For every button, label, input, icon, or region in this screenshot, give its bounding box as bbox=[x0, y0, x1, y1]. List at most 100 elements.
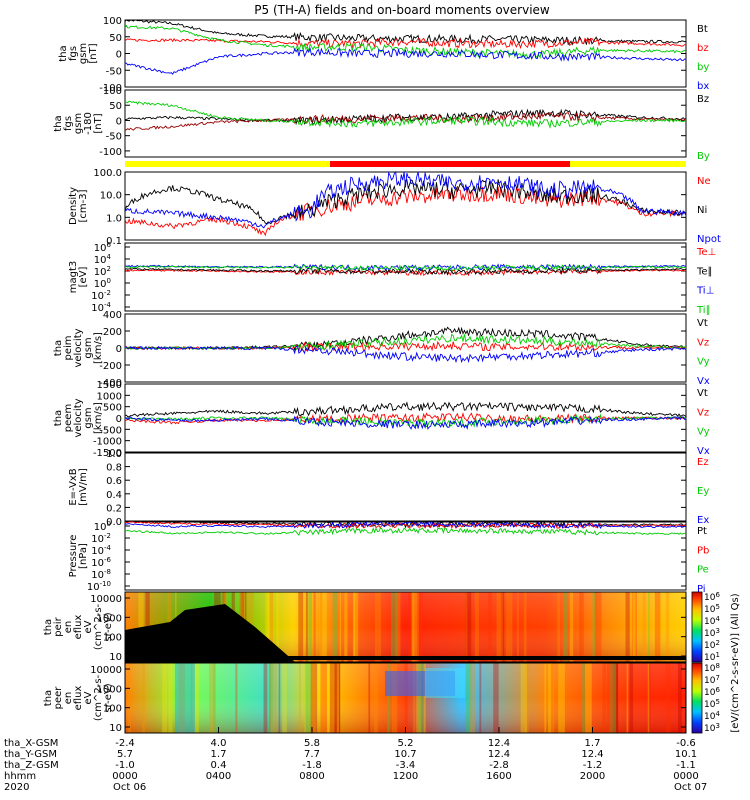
heatmap-stripe bbox=[496, 592, 503, 662]
y-axis-label: magt3 bbox=[68, 261, 79, 294]
colorbar-lower bbox=[691, 662, 703, 734]
heatmap-stripe bbox=[268, 592, 274, 662]
heatmap-stripe bbox=[417, 592, 423, 662]
heatmap-stripe bbox=[466, 592, 468, 662]
heatmap-stripe bbox=[374, 592, 382, 662]
heatmap-stripe bbox=[320, 663, 328, 733]
heatmap-stripe bbox=[162, 663, 168, 733]
x-tick-label: 0400 bbox=[206, 771, 231, 782]
heatmap-nodata-region bbox=[125, 604, 295, 662]
heatmap-stripe bbox=[594, 592, 602, 662]
y-tick-label: -100 bbox=[99, 83, 122, 94]
y-tick-label: 0 bbox=[116, 344, 122, 355]
y-axis-label: tha bbox=[53, 410, 64, 426]
y-axis-label: [nT] bbox=[93, 113, 104, 133]
x-tick-label: -2.4 bbox=[115, 738, 135, 749]
heatmap-stripe bbox=[418, 663, 425, 733]
y-axis-label: tha bbox=[58, 45, 69, 61]
heatmap-stripe bbox=[209, 663, 215, 733]
x-tick-label: 5.8 bbox=[304, 738, 320, 749]
heatmap-stripe bbox=[404, 663, 408, 733]
heatmap-stripe bbox=[493, 663, 499, 733]
panel-peim-velocity: 400 200 0 -200 -400 tha peim velocity gsm [km/s] V… bbox=[53, 310, 710, 389]
legend-Ti⊥: Ti⊥ bbox=[696, 286, 714, 297]
heatmap-stripe bbox=[465, 592, 472, 662]
series-line bbox=[124, 521, 687, 530]
series-line bbox=[124, 100, 687, 129]
y-axis-label: [km/s] bbox=[93, 402, 104, 434]
heatmap-stripe bbox=[334, 663, 341, 733]
x-row-label: tha_Z-GSM bbox=[4, 760, 59, 771]
y-tick-label: -50 bbox=[106, 66, 122, 77]
heatmap-stripe bbox=[625, 592, 630, 662]
series-line bbox=[124, 185, 687, 237]
x-tick-label: Oct 07 bbox=[674, 782, 707, 793]
y-axis-label: -180 bbox=[83, 112, 94, 135]
heatmap-stripe bbox=[282, 663, 287, 733]
y-tick-label: 10.0 bbox=[100, 191, 122, 202]
x-tick-label: -1.1 bbox=[676, 760, 696, 771]
legend-By: By bbox=[697, 151, 710, 162]
heatmap-stripe bbox=[410, 592, 415, 662]
heatmap-stripe bbox=[270, 663, 278, 733]
heatmap-stripe bbox=[298, 592, 304, 662]
colorbar-tick-label: 103 bbox=[704, 627, 720, 639]
heatmap-stripe bbox=[505, 592, 513, 662]
heatmap-stripe bbox=[612, 663, 619, 733]
series-line bbox=[124, 266, 687, 276]
series-line bbox=[124, 527, 687, 536]
legend-Bz: Bz bbox=[697, 94, 709, 105]
heatmap-stripe bbox=[665, 592, 670, 662]
x-tick-label: 12.4 bbox=[488, 749, 510, 760]
heatmap-stripe bbox=[336, 663, 340, 733]
x-tick-label: 4.0 bbox=[211, 738, 227, 749]
legend-Npot: Npot bbox=[697, 234, 721, 245]
x-tick-label: 1.7 bbox=[211, 749, 227, 760]
colorbar-upper bbox=[691, 591, 703, 663]
y-axis-label: gsm bbox=[78, 43, 89, 64]
y-tick-label: 0 bbox=[116, 414, 122, 425]
x-row-label: tha_Y-GSM bbox=[4, 749, 57, 760]
legend-Vt: Vt bbox=[697, 388, 708, 399]
legend-bx: bx bbox=[697, 81, 709, 92]
y-axis-label: fgs bbox=[63, 116, 74, 131]
series-line bbox=[124, 267, 687, 277]
heatmap-stripe bbox=[319, 592, 327, 662]
heatmap-stripe bbox=[194, 663, 199, 733]
y-tick-label: -1000 bbox=[93, 437, 122, 448]
series-line bbox=[124, 326, 687, 352]
heatmap-stripe bbox=[558, 663, 565, 733]
y-tick-label: 100 bbox=[103, 16, 122, 27]
y-tick-label: 1.0 bbox=[106, 213, 122, 224]
legend-Bt: Bt bbox=[697, 24, 708, 35]
y-axis-label: sr-eV) bbox=[103, 612, 114, 641]
panel-frame bbox=[124, 171, 687, 241]
heatmap-stripe bbox=[470, 663, 476, 733]
legend-Vz: Vz bbox=[697, 407, 709, 418]
heatmap-stripe bbox=[304, 663, 311, 733]
y-axis-label: velocity bbox=[73, 398, 84, 437]
heatmap-stripe bbox=[606, 663, 613, 733]
y-axis-label: gsm bbox=[83, 337, 94, 358]
x-tick-label: 0.4 bbox=[211, 760, 227, 771]
heatmap-stripe bbox=[267, 592, 275, 662]
y-axis-label: [cm-3] bbox=[78, 189, 89, 222]
heatmap-stripe bbox=[466, 663, 472, 733]
heatmap-stripe bbox=[320, 592, 323, 662]
y-tick-label: 0 bbox=[116, 116, 122, 127]
x-tick-label: 12.4 bbox=[488, 738, 510, 749]
panel-frame bbox=[124, 19, 687, 88]
y-tick-label: 1000 bbox=[97, 391, 122, 402]
x-tick-label: Oct 06 bbox=[113, 782, 146, 793]
colorbar-tick-label: 104 bbox=[704, 615, 720, 627]
heatmap-stripe bbox=[390, 592, 398, 662]
heatmap-blue-stripe bbox=[175, 663, 195, 733]
x-tick-label: -1.0 bbox=[115, 760, 135, 771]
panel-frame bbox=[124, 242, 687, 312]
heatmap-stripe bbox=[479, 663, 482, 733]
heatmap-stripe bbox=[416, 663, 422, 733]
heatmap-stripe bbox=[327, 663, 335, 733]
y-axis-label: tha bbox=[53, 115, 64, 131]
colorbar-tick-label: 102 bbox=[704, 639, 720, 651]
